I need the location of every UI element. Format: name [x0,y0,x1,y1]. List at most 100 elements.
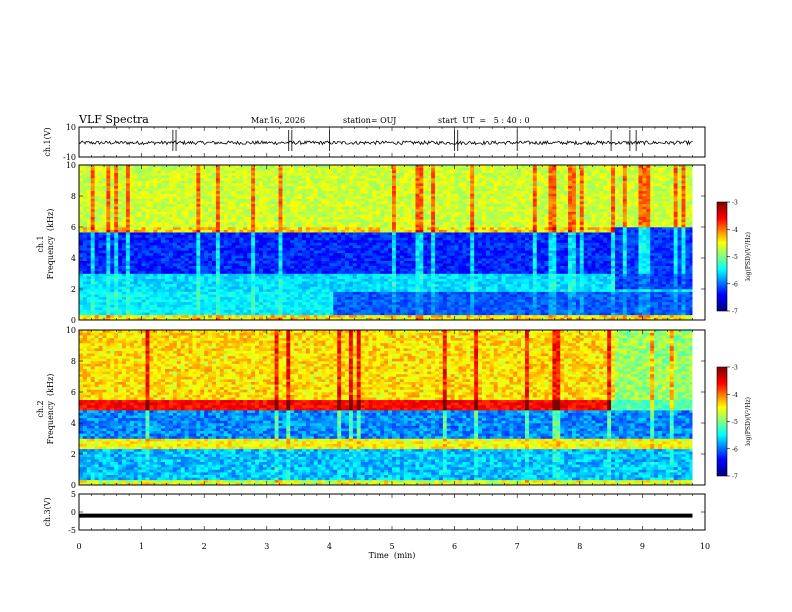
ch1-psd-cell [380,245,385,248]
ch1-psd-cell [262,278,268,282]
ch1-psd-cell [133,296,138,300]
ch1-psd-cell [79,216,84,220]
ch1-psd-cell [90,281,95,285]
ch1-psd-cell [188,314,193,318]
ch1-psd-cell [168,196,174,199]
ch1-psd-cell [118,258,123,261]
ch1-psd-cell [274,190,279,194]
ch1-psd-cell [302,224,307,228]
ch1-psd-cell [255,193,260,197]
ch1-psd-cell [282,307,287,310]
ch1-psd-cell [79,309,84,313]
ch1-psd-cell [278,312,283,316]
ch1-psd-cell [141,216,146,220]
ch1-psd-cell [114,270,119,274]
ch1-psd-cell [321,203,326,207]
ch1-psd-cell [86,180,92,184]
ch1-psd-cell [204,268,209,272]
ch1-psd-cell [309,188,315,192]
ch1-psd-cell [376,188,381,192]
ch1-psd-cell [172,247,178,251]
ch1-psd-cell [384,291,389,295]
ch1-psd-cell [302,265,307,269]
ch1-psd-cell [305,180,311,184]
ch1-psd-cell [137,242,142,246]
ch1-psd-cell [231,239,236,243]
ch1-psd-cell [348,201,354,205]
ch1-psd-cell [168,258,174,261]
ch1-psd-cell [180,188,185,192]
ch1-psd-cell [192,314,197,318]
ch1-psd-cell [325,237,330,241]
ch1-psd-cell [286,255,291,259]
ch1-psd-cell [231,177,236,181]
ch1-psd-cell [282,312,287,316]
ch1-psd-cell [122,314,127,318]
ch1-psd-cell [392,258,397,261]
ch1-psd-cell [106,219,111,223]
ch1-psd-cell [231,317,236,321]
ch1-psd-cell [325,214,330,217]
ch1-psd-cell [231,193,236,197]
ch1-psd-cell [90,219,95,223]
ch1-psd-cell [145,216,150,220]
ch1-psd-cell [208,304,213,308]
ch1-psd-cell [165,283,170,287]
ch1-psd-cell [212,227,217,230]
ch1-psd-cell [149,317,154,321]
ch1-psd-cell [223,183,228,186]
ch1-psd-cell [86,177,92,181]
ch1-psd-cell [258,172,264,176]
ch1-psd-cell [392,309,397,313]
ch1-psd-cell [243,232,248,236]
ch1-psd-cell [227,299,232,303]
ch1-psd-cell [317,190,322,194]
ch1-psd-cell [388,268,393,272]
ch1-psd-cell [376,307,381,310]
ch1-psd-cell [270,180,275,184]
ch1-psd-cell [125,170,131,174]
ch1-psd-cell [258,291,264,295]
ch1-psd-cell [86,183,92,186]
ch1-psd-cell [176,307,182,310]
ch1-psd-cell [102,299,107,303]
ch1-psd-cell [356,237,361,241]
ch1-psd-cell [118,260,123,264]
ch1-psd-cell [122,232,127,236]
ch1-psd-cell [270,304,275,308]
ch1-psd-cell [118,232,123,236]
ch1-psd-cell [180,242,185,246]
ch1-psd-cell [180,255,185,259]
ch1-psd-cell [384,294,389,298]
ch1-psd-cell [149,265,154,269]
ch1-psd-cell [157,193,162,197]
ch1-psd-cell [94,312,99,316]
ch1-psd-cell [215,252,221,256]
ch1-psd-cell [145,281,150,285]
ch1-psd-cell [380,188,385,192]
ch1-psd-cell [302,172,307,176]
ch1-psd-cell [122,242,127,246]
ch1-psd-cell [122,283,127,287]
ch1-psd-cell [286,265,291,269]
ch1-psd-cell [294,167,299,171]
ch1-psd-cell [290,172,295,176]
ch1-psd-cell [364,273,369,277]
ch1-psd-cell [141,227,146,230]
ch1-psd-cell [125,294,131,298]
ch1-psd-cell [372,201,377,205]
ch1-psd-cell [172,203,178,207]
ch1-psd-cell [380,304,385,308]
ch1-psd-cell [235,273,240,277]
ch1-psd-cell [317,219,322,223]
ch1-psd-cell [172,283,178,287]
ch1-psd-cell [333,314,338,318]
ch1-psd-cell [200,312,205,316]
ch1-psd-cell [380,203,385,207]
ch1-psd-cell [251,270,256,274]
ch1-psd-cell [329,301,334,305]
ch1-psd-cell [341,314,346,318]
ch1-psd-cell [94,211,99,215]
ch1-psd-cell [172,170,178,174]
ch1-psd-cell [290,255,295,259]
